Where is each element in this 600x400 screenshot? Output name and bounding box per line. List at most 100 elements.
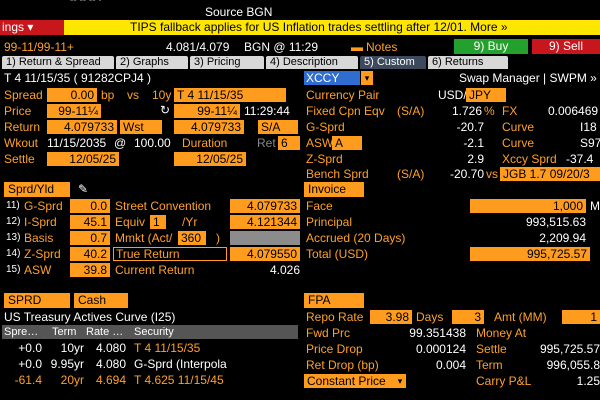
buy-button[interactable]: 9) Buy: [454, 39, 528, 54]
return-frequency-select[interactable]: S/A: [258, 120, 298, 134]
benchmark-security-input[interactable]: T 4 11/15/35: [174, 88, 286, 102]
street-convention-value[interactable]: 4.079733: [230, 199, 300, 213]
constant-price-select[interactable]: Constant Price: [304, 374, 394, 388]
repo-rate-label: Repo Rate: [306, 310, 364, 324]
chevron-down-icon[interactable]: ▾: [361, 71, 373, 85]
constant-price-chevron-icon[interactable]: ▾: [394, 374, 406, 388]
fpa-settle-value: 995,725.57: [539, 342, 600, 356]
pencil-icon[interactable]: ✎: [78, 182, 89, 196]
equiv-select[interactable]: 1: [150, 215, 166, 229]
repo-rate-input[interactable]: 3.98: [370, 310, 412, 324]
zsprd-label: Z-Sprd: [306, 152, 343, 166]
tab-return-spread[interactable]: 1) Return & Spread: [2, 56, 114, 69]
col-term[interactable]: Term: [52, 326, 77, 338]
swap-manager-link[interactable]: Swap Manager | SWPM »: [459, 71, 597, 85]
mmkt-value-disabled: [230, 231, 300, 245]
notes-link[interactable]: Notes: [366, 40, 398, 54]
zsprd-row-value[interactable]: 40.2: [70, 247, 110, 261]
currency-pair-select[interactable]: JPY: [466, 88, 506, 102]
curve-row-2-term: 9.95yr: [50, 357, 84, 371]
equiv-value[interactable]: 4.121344: [230, 215, 300, 229]
sprd-yld-header[interactable]: Sprd/Yld: [4, 182, 70, 197]
fixed-cpn-label: Fixed Cpn Eqv: [306, 104, 385, 118]
ticker-message[interactable]: TIPS fallback applies for US Inflation t…: [130, 20, 508, 34]
return-input[interactable]: 4.079733: [47, 120, 117, 134]
ret-input[interactable]: 6: [278, 136, 300, 150]
tab-graphs[interactable]: 2) Graphs: [116, 56, 188, 69]
fwd-prc-label: Fwd Prc: [306, 326, 351, 340]
row-num-basis: 13): [6, 232, 21, 243]
ret-drop-value: 0.004: [435, 358, 466, 372]
xccy-select[interactable]: XCCY: [304, 71, 360, 85]
days-label: Days: [416, 310, 444, 324]
curve-row-1-term: 10yr: [60, 341, 84, 355]
asw-row-value[interactable]: 39.8: [70, 263, 110, 277]
price-drop-value: 0.000124: [415, 342, 466, 356]
carry-pl-value: 1.25: [576, 374, 600, 388]
bgn-time: BGN @ 11:29: [244, 40, 318, 54]
curve-row-2-security[interactable]: G-Sprd (Interpola: [134, 357, 227, 371]
return-basis-select[interactable]: Wst: [120, 120, 162, 134]
amt-input[interactable]: 1: [562, 310, 600, 324]
gsprd-row-label: G-Sprd: [24, 199, 63, 213]
col-rate[interactable]: Rate …: [86, 326, 124, 338]
mmkt-select[interactable]: 360: [178, 231, 206, 245]
tab-custom[interactable]: 5) Custom: [360, 56, 426, 69]
true-return-box[interactable]: [113, 247, 227, 261]
basis-row-label: Basis: [24, 231, 54, 245]
col-security[interactable]: Security: [134, 326, 174, 338]
sprd-select[interactable]: SPRD: [4, 293, 70, 308]
row-num-isprd: 12): [6, 216, 21, 227]
menu-dropdown[interactable]: ings ▾: [0, 20, 64, 35]
curve-row-1-spread: +0.0: [18, 341, 42, 355]
bid-ask-yields: 4.081/4.079: [166, 40, 230, 54]
true-return-value[interactable]: 4.079550: [230, 247, 300, 261]
bench-security-input[interactable]: JGB 1.7 09/20/3: [500, 167, 600, 181]
spread-label: Spread: [4, 88, 43, 102]
cash-select[interactable]: Cash: [74, 293, 128, 308]
col-spread[interactable]: Spre…: [4, 326, 39, 338]
fwd-prc-value: 99.351438: [409, 326, 466, 340]
top-fragment: -- -- -- ·: [70, 0, 102, 6]
total-value: 995,725.57: [470, 247, 590, 261]
workout-date: 11/15/2035: [47, 136, 107, 150]
refresh-icon[interactable]: ↻: [160, 103, 171, 117]
duration-label: Duration: [182, 136, 228, 150]
curve-row-3-spread: -61.4: [14, 373, 42, 387]
settle-input[interactable]: 12/05/25: [47, 152, 119, 166]
curve-row-1-security[interactable]: T 4 11/15/35: [134, 341, 201, 355]
asw-select[interactable]: A: [332, 136, 362, 150]
tab-pricing[interactable]: 3) Pricing: [190, 56, 264, 69]
notes-icon[interactable]: ▬: [351, 40, 363, 54]
tab-description[interactable]: 4) Description: [266, 56, 358, 69]
isprd-row-value[interactable]: 45.1: [70, 215, 110, 229]
street-convention-label: Street Convention: [115, 199, 212, 213]
spread-input[interactable]: 0.00: [47, 88, 97, 102]
face-label: Face: [306, 199, 333, 213]
bench-sprd-freq: (S/A): [397, 167, 425, 181]
curve-row-3-rate: 4.694: [95, 373, 126, 387]
fpa-term-value: 996,055.8: [546, 358, 600, 372]
bench-sprd-value: -20.70: [449, 167, 484, 181]
source-label: Source BGN: [205, 5, 273, 19]
curve-row-3-security[interactable]: T 4.625 11/15/45: [134, 373, 224, 387]
tab-returns[interactable]: 6) Returns: [428, 56, 508, 69]
fpa-header[interactable]: FPA: [304, 293, 364, 308]
face-input[interactable]: 1,000: [470, 199, 586, 213]
benchmark-tenor: 10y: [152, 88, 172, 102]
gsprd-row-value[interactable]: 0.0: [70, 199, 110, 213]
mmkt-label: Mmkt (Act/: [115, 231, 173, 245]
benchmark-price-input[interactable]: 99-11¼: [174, 104, 240, 118]
benchmark-return-input[interactable]: 4.079733: [174, 120, 244, 134]
price-input[interactable]: 99-11¼: [47, 104, 101, 118]
basis-row-value[interactable]: 0.7: [70, 231, 110, 245]
row-num-gsprd: 11): [6, 200, 20, 211]
days-input[interactable]: 3: [452, 310, 484, 324]
benchmark-settle-input[interactable]: 12/05/25: [174, 152, 246, 166]
curve2-label: Curve: [502, 136, 535, 150]
fpa-settle-label: Settle: [476, 342, 507, 356]
zsprd-row-label: Z-Sprd: [24, 247, 61, 261]
current-return-value: 4.026: [269, 263, 300, 277]
sell-button[interactable]: 9) Sell: [532, 39, 600, 54]
invoice-header[interactable]: Invoice: [304, 182, 364, 197]
